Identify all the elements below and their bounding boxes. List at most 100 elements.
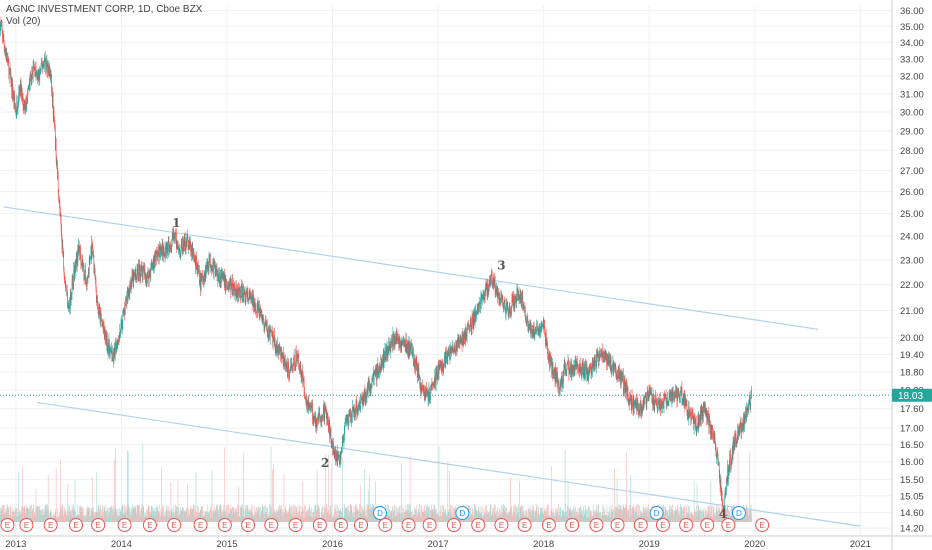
candle-body [277, 346, 279, 353]
candle-body [119, 330, 121, 334]
candle-body [498, 295, 500, 302]
candle-body [266, 323, 268, 336]
volume-bar [338, 507, 339, 522]
candle-body [193, 254, 194, 257]
candle-body [512, 297, 513, 299]
volume-bar [351, 516, 353, 522]
volume-bar [605, 515, 607, 522]
volume-bar [222, 509, 224, 522]
trendline[interactable] [3, 206, 819, 330]
volume-bar [148, 504, 150, 522]
candle-body [84, 276, 85, 280]
volume-bar [313, 509, 314, 522]
candle-body [243, 291, 245, 293]
volume-bar [391, 510, 392, 522]
volume-bar [38, 506, 40, 522]
candle-body [586, 369, 588, 378]
volume-bar [465, 517, 467, 522]
candle-body [176, 241, 178, 249]
volume-bar [608, 512, 609, 522]
volume-bar [35, 488, 37, 522]
volume-bar [24, 505, 26, 522]
volume-bar [160, 517, 161, 522]
candle-body [177, 242, 179, 250]
candle-body [493, 278, 495, 282]
candle-body [509, 308, 511, 310]
candle-body [643, 398, 644, 409]
volume-bar [223, 510, 225, 522]
candle-body [305, 397, 307, 400]
candle-body [354, 415, 356, 419]
volume-bar [58, 516, 59, 522]
candle-body [440, 364, 441, 365]
volume-bar [531, 509, 532, 522]
candle-body [340, 454, 341, 459]
volume-bar [447, 514, 448, 522]
candle-body [216, 269, 218, 275]
candle-body [526, 322, 527, 324]
candle-body [297, 354, 299, 356]
volume-bar [63, 513, 64, 522]
candle-body [182, 238, 184, 251]
volume-bar [110, 507, 111, 522]
volume-bar [516, 506, 517, 522]
candle-body [326, 410, 327, 417]
candle-body [470, 318, 471, 327]
volume-bar [144, 515, 146, 522]
volume-bar [520, 505, 522, 522]
candle-body [368, 380, 369, 386]
volume-bar [648, 516, 650, 522]
volume-bar [533, 517, 535, 522]
volume-bar [703, 509, 704, 522]
volume-bar [221, 511, 223, 522]
volume-bar [737, 451, 739, 522]
candle-body [299, 371, 301, 372]
trendlines[interactable] [3, 206, 861, 527]
candle-body [241, 285, 243, 287]
candle-body [131, 273, 133, 284]
volume-bar [421, 505, 422, 522]
volume-bar [616, 508, 617, 522]
volume-bar [231, 508, 232, 522]
candle-body [495, 291, 497, 292]
volume-bar [637, 515, 638, 522]
candle-body [289, 369, 291, 372]
candle-body [612, 361, 614, 365]
volume-bar [713, 508, 714, 522]
candle-body [98, 314, 100, 316]
volume-bar [579, 513, 581, 522]
candle-body [23, 104, 24, 110]
volume-bar [594, 510, 596, 522]
volume-bar [160, 513, 162, 522]
volume-bar [671, 506, 673, 522]
volume-bar [318, 505, 320, 522]
volume-bar [5, 513, 7, 522]
volume-bar [134, 506, 136, 522]
candle-body [586, 364, 588, 370]
candle-body [492, 282, 494, 285]
volume-bar [122, 506, 124, 522]
volume-bar [13, 512, 14, 522]
volume-bar [90, 515, 91, 522]
candle-body [597, 352, 599, 357]
candle-body [77, 250, 78, 263]
candle-body [291, 368, 293, 370]
volume-bar [262, 514, 264, 522]
candle-body [69, 301, 70, 308]
candle-body [580, 366, 582, 370]
candle-body [479, 307, 481, 308]
candle-body [491, 274, 492, 279]
candle-body [431, 384, 432, 390]
volume-bar [650, 514, 651, 522]
candle-body [113, 357, 114, 362]
volume-bar [491, 513, 493, 522]
volume-bar [74, 507, 75, 522]
volume-bar [46, 509, 48, 522]
candle-body [32, 65, 34, 80]
candle-body [537, 329, 539, 331]
volume-bar [256, 507, 257, 522]
candle-body [311, 404, 312, 407]
volume-bar [93, 516, 95, 522]
candle-body [50, 74, 51, 77]
